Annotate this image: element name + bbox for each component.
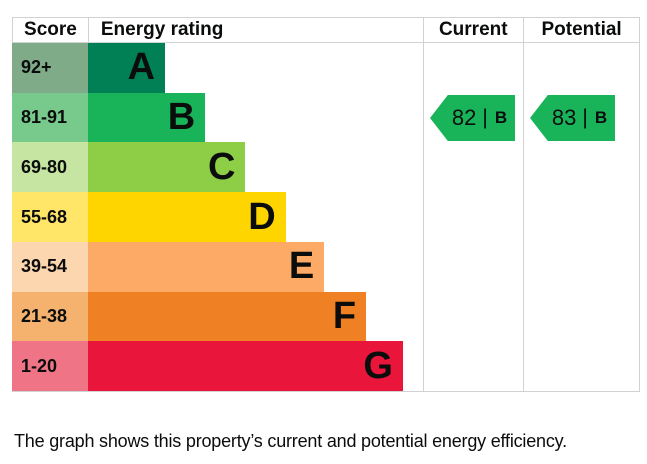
score-range-f: 21-38 xyxy=(12,291,88,342)
bar-area-f: F xyxy=(88,291,423,342)
band-row-a: 92+ A xyxy=(12,43,423,93)
band-bar-a: A xyxy=(88,43,166,93)
column-divider-current xyxy=(423,17,424,392)
band-bar-e: E xyxy=(88,241,325,292)
band-bar-d: D xyxy=(88,192,286,242)
potential-rating-arrow: 83 | B xyxy=(530,95,615,141)
band-row-e: 39-54 E xyxy=(12,241,423,292)
band-rows: 92+ A 81-91 B 69-80 C 55-68 D 39-54 E 21-38 F 1-20 G xyxy=(12,43,423,392)
band-row-d: 55-68 D xyxy=(12,192,423,242)
band-row-b: 81-91 B xyxy=(12,92,423,143)
potential-separator: | xyxy=(582,106,588,129)
bar-area-d: D xyxy=(88,192,423,242)
score-range-c: 69-80 xyxy=(12,142,88,193)
current-band-letter: B xyxy=(494,108,508,127)
potential-band-letter: B xyxy=(594,108,608,127)
band-row-f: 21-38 F xyxy=(12,291,423,342)
score-range-e: 39-54 xyxy=(12,241,88,292)
band-row-c: 69-80 C xyxy=(12,142,423,193)
bar-area-c: C xyxy=(88,142,423,193)
current-rating-arrow: 82 | B xyxy=(430,95,515,141)
bar-area-a: A xyxy=(88,43,423,93)
band-row-g: 1-20 G xyxy=(12,341,423,392)
score-range-a: 92+ xyxy=(12,43,88,93)
score-range-g: 1-20 xyxy=(12,341,88,392)
band-bar-g: G xyxy=(88,341,403,392)
current-separator: | xyxy=(482,106,488,129)
graph-caption: The graph shows this property’s current … xyxy=(14,431,567,451)
band-bar-b: B xyxy=(88,92,206,143)
band-bar-c: C xyxy=(88,142,246,193)
bar-area-b: B xyxy=(88,92,423,143)
column-divider-potential xyxy=(523,17,524,392)
table-right-border xyxy=(639,17,640,392)
bar-area-e: E xyxy=(88,241,423,292)
header-current: Current xyxy=(438,19,508,40)
header-score: Score xyxy=(13,18,89,42)
header-potential: Potential xyxy=(541,19,622,40)
table-header: Score Energy rating Current Potential xyxy=(12,17,640,43)
potential-score: 83 xyxy=(551,105,577,130)
table-bottom-border xyxy=(12,391,640,392)
rating-table: Score Energy rating Current Potential 92… xyxy=(12,17,640,392)
current-score: 82 xyxy=(451,105,477,130)
band-bar-f: F xyxy=(88,291,367,342)
score-range-b: 81-91 xyxy=(12,92,88,143)
header-energy-rating: Energy rating xyxy=(100,19,224,40)
score-range-d: 55-68 xyxy=(12,192,88,242)
bar-area-g: G xyxy=(88,341,423,392)
